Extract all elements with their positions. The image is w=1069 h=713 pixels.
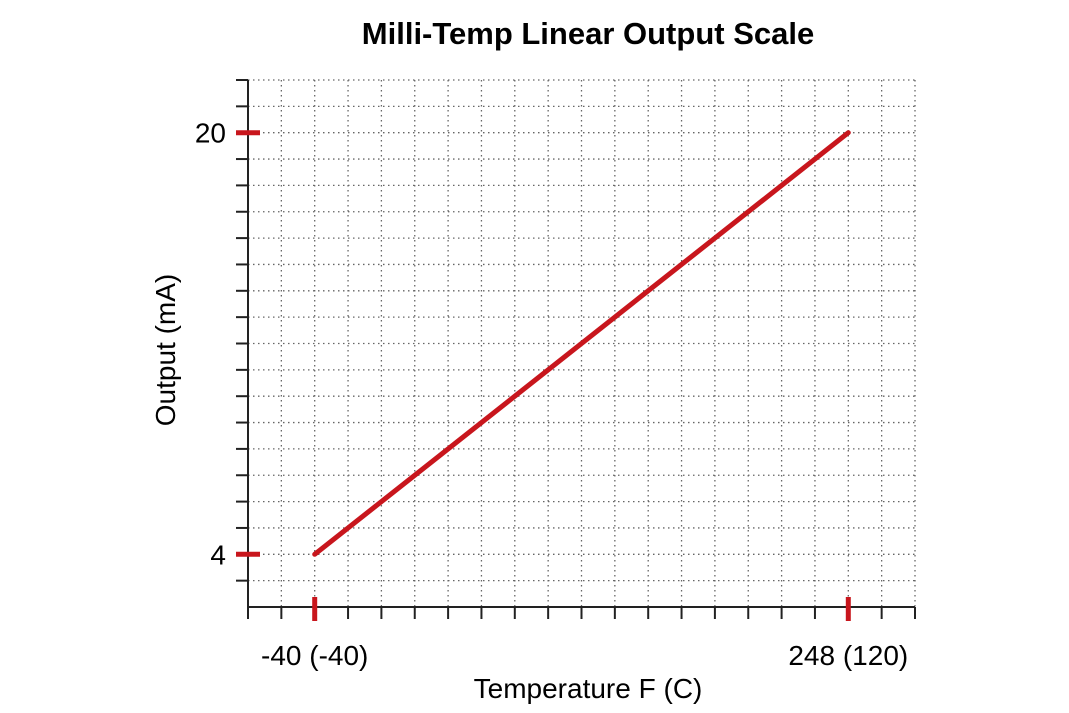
x-tick-label: -40 (-40) [261, 640, 368, 671]
axes [236, 79, 916, 619]
y-tick-label: 4 [210, 539, 226, 570]
grid [248, 79, 916, 607]
chart-title: Milli-Temp Linear Output Scale [362, 16, 814, 51]
series-line [312, 130, 851, 557]
tick-labels: -40 (-40) 248 (120) 20 4 [195, 118, 908, 671]
x-tick-label: 248 (120) [788, 640, 908, 671]
x-axis-label: Temperature F (C) [474, 673, 703, 704]
series [312, 130, 851, 557]
y-axis-label: Output (mA) [150, 274, 181, 426]
y-tick-label: 20 [195, 118, 226, 149]
